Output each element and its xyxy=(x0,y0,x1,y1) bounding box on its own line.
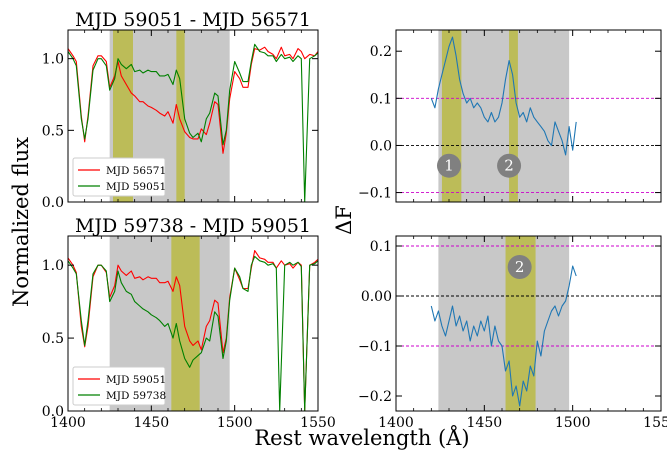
top-right-ytick-label-2: 0.1 xyxy=(370,91,392,107)
top-right-series-line-0 xyxy=(430,36,577,156)
bottom-left-xtick-label-3: 1550 xyxy=(300,415,336,431)
top-right-marker-0 xyxy=(437,153,461,178)
bottom-left-ytick-label-2: 1.0 xyxy=(42,258,64,274)
top-right-olive-band-1 xyxy=(509,30,518,202)
ylabel-left: Normalized flux xyxy=(9,137,33,307)
bottom-right-xtick-label-1: 1450 xyxy=(467,415,503,431)
bottom-right-ytick-label-0: −0.2 xyxy=(358,389,392,405)
top-left-olive-band-1 xyxy=(176,30,185,202)
top-left-ytick-label-0: 0.0 xyxy=(42,195,64,211)
bottom-left-olive-band-0 xyxy=(171,236,200,411)
top-right-ytick-label-1: 0.0 xyxy=(370,138,392,154)
xlabel: Rest wavelength (Å) xyxy=(254,425,469,450)
bottom-left-xtick-label-2: 1500 xyxy=(217,415,253,431)
bottom-right-xtick-label-0: 1400 xyxy=(378,415,414,431)
top-right-marker-label-1: 2 xyxy=(504,157,514,175)
top-left-ytick-label-1: 0.5 xyxy=(42,123,64,139)
bottom-left-title: MJD 59738 - MJD 59051 xyxy=(75,215,311,237)
bottom-right-axes-frame xyxy=(395,235,662,412)
ylabel-right: ΔF xyxy=(332,205,356,235)
bottom-right-grey-band-0 xyxy=(438,236,570,411)
bottom-left-legend-label-0: MJD 59051 xyxy=(106,374,166,386)
bottom-left-ytick-label-0: 0.0 xyxy=(42,404,64,420)
bottom-left-axes-frame xyxy=(67,235,319,412)
top-left-legend-label-0: MJD 56571 xyxy=(106,165,166,177)
bottom-left-xtick-label-1: 1450 xyxy=(134,415,170,431)
top-right-ytick-label-3: 0.2 xyxy=(370,44,392,60)
top-left-legend-label-1: MJD 59051 xyxy=(106,181,166,193)
bottom-right-marker-0 xyxy=(507,255,532,279)
bottom-right-xtick-label-3: 1550 xyxy=(643,415,667,431)
top-left-ytick-label-2: 1.0 xyxy=(42,52,64,68)
bottom-left-legend-label-1: MJD 59738 xyxy=(106,390,166,402)
bottom-right-xtick-label-2: 1500 xyxy=(555,415,591,431)
top-right-marker-label-0: 1 xyxy=(444,157,454,175)
bottom-right-ytick-label-3: 0.1 xyxy=(370,239,392,255)
bottom-right-ytick-label-2: 0.00 xyxy=(361,289,392,305)
bottom-right-plot-area: 2 xyxy=(396,236,661,411)
top-right-marker-1 xyxy=(497,153,522,178)
top-right-axes-frame xyxy=(395,29,662,203)
top-left-axes-frame xyxy=(67,29,319,203)
bottom-left-series-line-1 xyxy=(68,255,318,411)
bottom-left-xtick-label-0: 1400 xyxy=(50,415,86,431)
bottom-right-series-line-0 xyxy=(430,265,577,407)
top-right-ytick-label-0: −0.1 xyxy=(358,186,392,202)
top-left-series-line-1 xyxy=(68,43,318,202)
top-left-title: MJD 59051 - MJD 56571 xyxy=(75,9,311,31)
bottom-right-ytick-label-1: −0.1 xyxy=(358,339,392,355)
bottom-right-marker-label-0: 2 xyxy=(515,258,525,276)
bottom-left-ytick-label-1: 0.5 xyxy=(42,331,64,347)
